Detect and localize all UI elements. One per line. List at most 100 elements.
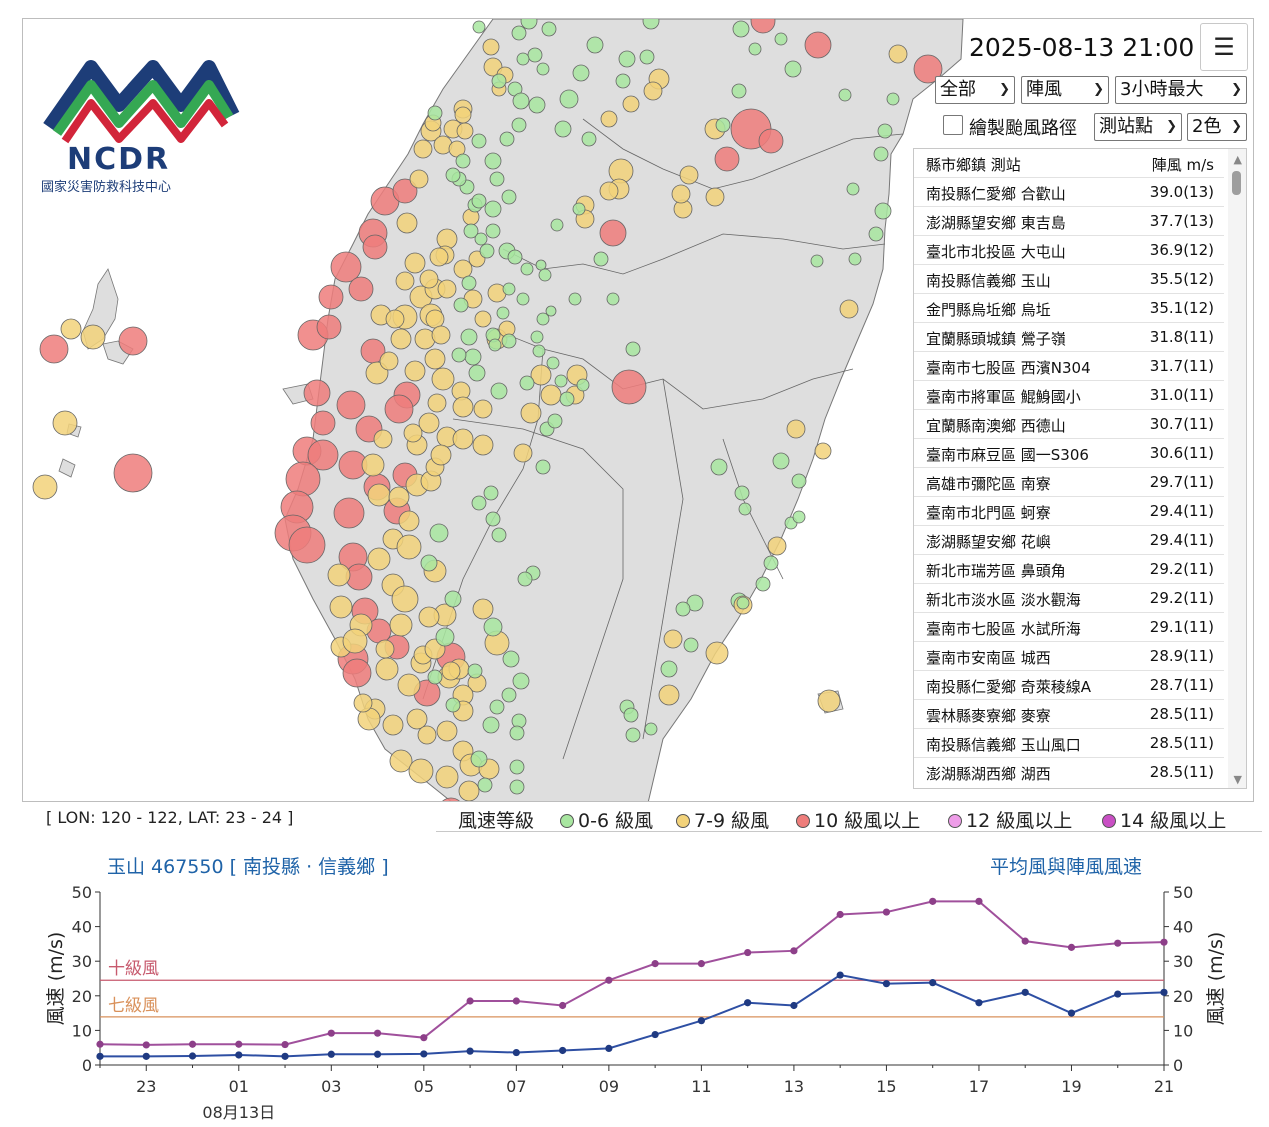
station-marker[interactable]: [118, 326, 148, 356]
station-marker[interactable]: [417, 725, 437, 745]
station-marker[interactable]: [734, 485, 750, 501]
station-marker[interactable]: [615, 73, 631, 89]
station-marker[interactable]: [474, 232, 488, 246]
station-marker[interactable]: [464, 348, 482, 366]
station-marker[interactable]: [453, 297, 469, 313]
station-marker[interactable]: [482, 716, 500, 734]
table-row[interactable]: 臺南市安南區 城西 28.9(11): [914, 641, 1224, 670]
station-marker[interactable]: [509, 725, 525, 741]
station-marker[interactable]: [572, 202, 586, 216]
station-marker[interactable]: [576, 378, 590, 392]
station-marker[interactable]: [625, 727, 641, 743]
station-marker[interactable]: [511, 25, 527, 41]
station-marker[interactable]: [484, 200, 502, 218]
station-marker[interactable]: [445, 167, 461, 183]
station-marker[interactable]: [683, 637, 699, 653]
station-marker[interactable]: [622, 95, 640, 113]
station-marker[interactable]: [436, 720, 458, 742]
station-marker[interactable]: [451, 347, 467, 363]
table-row[interactable]: 雲林縣麥寮鄉 麥寮 28.5(11): [914, 699, 1224, 728]
station-marker[interactable]: [491, 73, 507, 89]
station-marker[interactable]: [389, 613, 413, 637]
table-row[interactable]: 南投縣仁愛鄉 合歡山 39.0(13): [914, 177, 1224, 206]
station-marker[interactable]: [732, 20, 750, 38]
station-marker[interactable]: [520, 262, 534, 276]
station-marker[interactable]: [488, 338, 502, 352]
station-marker[interactable]: [530, 364, 552, 386]
station-marker[interactable]: [452, 428, 474, 450]
station-marker[interactable]: [390, 328, 412, 350]
station-marker[interactable]: [419, 269, 439, 289]
station-marker[interactable]: [643, 81, 663, 101]
table-row[interactable]: 新北市淡水區 淡水觀海 29.2(11): [914, 583, 1224, 612]
station-marker[interactable]: [541, 21, 557, 37]
station-marker[interactable]: [444, 590, 462, 608]
station-marker[interactable]: [886, 92, 900, 106]
station-marker[interactable]: [540, 384, 562, 406]
station-marker[interactable]: [445, 697, 461, 713]
station-marker[interactable]: [472, 20, 486, 34]
station-marker[interactable]: [532, 344, 546, 358]
table-row[interactable]: 宜蘭縣頭城鎮 鶯子嶺 31.8(11): [914, 322, 1224, 351]
station-marker[interactable]: [403, 423, 423, 443]
station-marker[interactable]: [838, 88, 852, 102]
station-marker[interactable]: [512, 92, 530, 110]
station-marker[interactable]: [427, 669, 443, 685]
station-marker[interactable]: [382, 714, 404, 736]
station-marker[interactable]: [453, 259, 473, 279]
station-marker[interactable]: [342, 628, 368, 654]
hamburger-menu-icon[interactable]: ☰: [1200, 23, 1248, 71]
station-marker[interactable]: [509, 759, 525, 775]
station-marker[interactable]: [755, 576, 771, 592]
station-marker[interactable]: [384, 394, 414, 424]
station-marker[interactable]: [408, 758, 434, 784]
station-marker[interactable]: [535, 459, 551, 475]
station-marker[interactable]: [791, 473, 807, 489]
station-marker[interactable]: [470, 750, 488, 768]
station-marker[interactable]: [329, 595, 353, 619]
station-marker[interactable]: [431, 367, 455, 391]
table-row[interactable]: 臺南市將軍區 鯤鯓國小 31.0(11): [914, 380, 1224, 409]
station-marker[interactable]: [330, 251, 362, 283]
station-marker[interactable]: [460, 328, 478, 346]
station-marker[interactable]: [705, 187, 725, 207]
station-marker[interactable]: [113, 453, 153, 493]
station-marker[interactable]: [467, 663, 483, 679]
station-marker[interactable]: [60, 318, 82, 340]
station-marker[interactable]: [868, 226, 884, 242]
station-marker[interactable]: [385, 309, 405, 329]
station-marker[interactable]: [491, 527, 507, 543]
station-marker[interactable]: [489, 699, 505, 715]
station-marker[interactable]: [520, 19, 538, 30]
color-select[interactable]: 2色 ❯: [1187, 113, 1247, 141]
station-marker[interactable]: [463, 223, 479, 239]
station-marker[interactable]: [554, 120, 572, 138]
station-marker[interactable]: [485, 223, 501, 239]
station-marker[interactable]: [473, 399, 493, 419]
table-row[interactable]: 臺北市北投區 大屯山 36.9(12): [914, 235, 1224, 264]
station-marker[interactable]: [511, 117, 527, 133]
station-marker[interactable]: [767, 536, 787, 556]
station-marker[interactable]: [618, 50, 636, 68]
station-marker[interactable]: [502, 282, 516, 296]
station-marker[interactable]: [392, 178, 418, 204]
station-marker[interactable]: [327, 563, 351, 587]
station-marker[interactable]: [705, 641, 729, 665]
station-marker[interactable]: [418, 606, 440, 628]
station-marker[interactable]: [784, 60, 802, 78]
station-marker[interactable]: [501, 189, 517, 205]
region-select[interactable]: 全部 ❯: [935, 76, 1015, 104]
station-marker[interactable]: [536, 62, 550, 76]
station-marker[interactable]: [512, 672, 530, 690]
station-marker[interactable]: [839, 299, 859, 319]
station-marker[interactable]: [671, 184, 691, 204]
station-marker[interactable]: [424, 348, 446, 370]
station-marker[interactable]: [874, 202, 892, 220]
station-marker[interactable]: [479, 243, 495, 259]
station-marker[interactable]: [499, 131, 515, 147]
station-marker[interactable]: [404, 252, 426, 274]
table-row[interactable]: 南投縣信義鄉 玉山 35.5(12): [914, 264, 1224, 293]
station-marker[interactable]: [413, 139, 433, 159]
table-row[interactable]: 臺南市七股區 西濱N304 31.7(11): [914, 351, 1224, 380]
table-row[interactable]: 高雄市彌陀區 南寮 29.7(11): [914, 467, 1224, 496]
